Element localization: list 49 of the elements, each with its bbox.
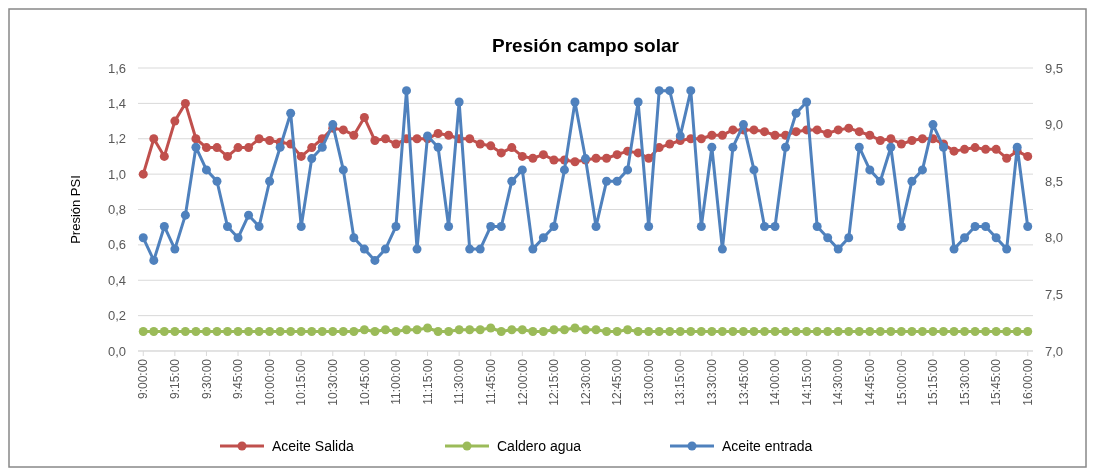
x-tick-label: 12:30:00	[578, 358, 593, 406]
y-tick-label: 1,2	[107, 131, 126, 147]
y-tick-label: 0,2	[107, 308, 126, 324]
x-tick-label: 12:45:00	[610, 358, 625, 406]
legend-label: Aceite Salida	[272, 437, 354, 454]
x-tick-label: 11:15:00	[420, 358, 435, 405]
x-tick-label: 15:30:00	[957, 358, 972, 406]
x-tick-label: 13:45:00	[736, 358, 751, 406]
y2-tick-label: 7,0	[1045, 343, 1064, 359]
x-tick-label: 14:15:00	[799, 358, 814, 406]
x-tick-label: 15:15:00	[926, 358, 941, 406]
y-tick-label: 1,4	[107, 95, 126, 111]
y-tick-label: 0,0	[107, 343, 126, 359]
x-tick-label: 9:15:00	[168, 358, 183, 400]
x-tick-label: 14:00:00	[768, 358, 783, 406]
x-tick-label: 14:30:00	[831, 358, 846, 406]
x-tick-label: 13:00:00	[641, 358, 656, 406]
y2-tick-label: 9,0	[1045, 117, 1064, 133]
x-tick-label: 14:45:00	[862, 358, 877, 406]
y-tick-label: 1,0	[107, 166, 126, 182]
x-tick-label: 13:15:00	[673, 358, 688, 406]
legend-label: Aceite entrada	[722, 437, 813, 454]
y-tick-label: 0,4	[107, 272, 126, 288]
chart-title: Presión campo solar	[492, 35, 680, 56]
x-tick-label: 10:15:00	[294, 358, 309, 406]
x-tick-label: 10:45:00	[357, 358, 372, 406]
y2-tick-label: 7,5	[1045, 286, 1064, 302]
x-tick-label: 13:30:00	[705, 358, 720, 406]
x-tick-label: 15:00:00	[894, 358, 909, 406]
x-tick-label: 12:00:00	[515, 358, 530, 406]
x-tick-label: 11:30:00	[452, 358, 467, 405]
x-tick-label: 15:45:00	[989, 358, 1004, 406]
x-tick-label: 12:15:00	[547, 358, 562, 406]
x-tick-label: 9:45:00	[231, 358, 246, 400]
legend-label: Caldero agua	[497, 437, 582, 454]
y-tick-label: 0,8	[107, 202, 126, 218]
y2-tick-label: 8,0	[1045, 230, 1064, 246]
x-tick-label: 11:45:00	[483, 358, 498, 405]
y-tick-label: 0,6	[107, 237, 126, 253]
y-tick-label: 1,6	[107, 60, 126, 76]
x-tick-label: 9:30:00	[199, 358, 214, 400]
x-tick-label: 16:00:00	[1020, 358, 1035, 406]
x-tick-label: 10:30:00	[325, 358, 340, 406]
x-tick-label: 10:00:00	[262, 358, 277, 406]
y2-tick-label: 9,5	[1045, 60, 1064, 76]
y-axis-title: Presión PSI	[68, 175, 83, 244]
y2-tick-label: 8,5	[1045, 173, 1064, 189]
x-tick-label: 11:00:00	[389, 358, 404, 405]
x-tick-label: 9:00:00	[136, 358, 151, 400]
